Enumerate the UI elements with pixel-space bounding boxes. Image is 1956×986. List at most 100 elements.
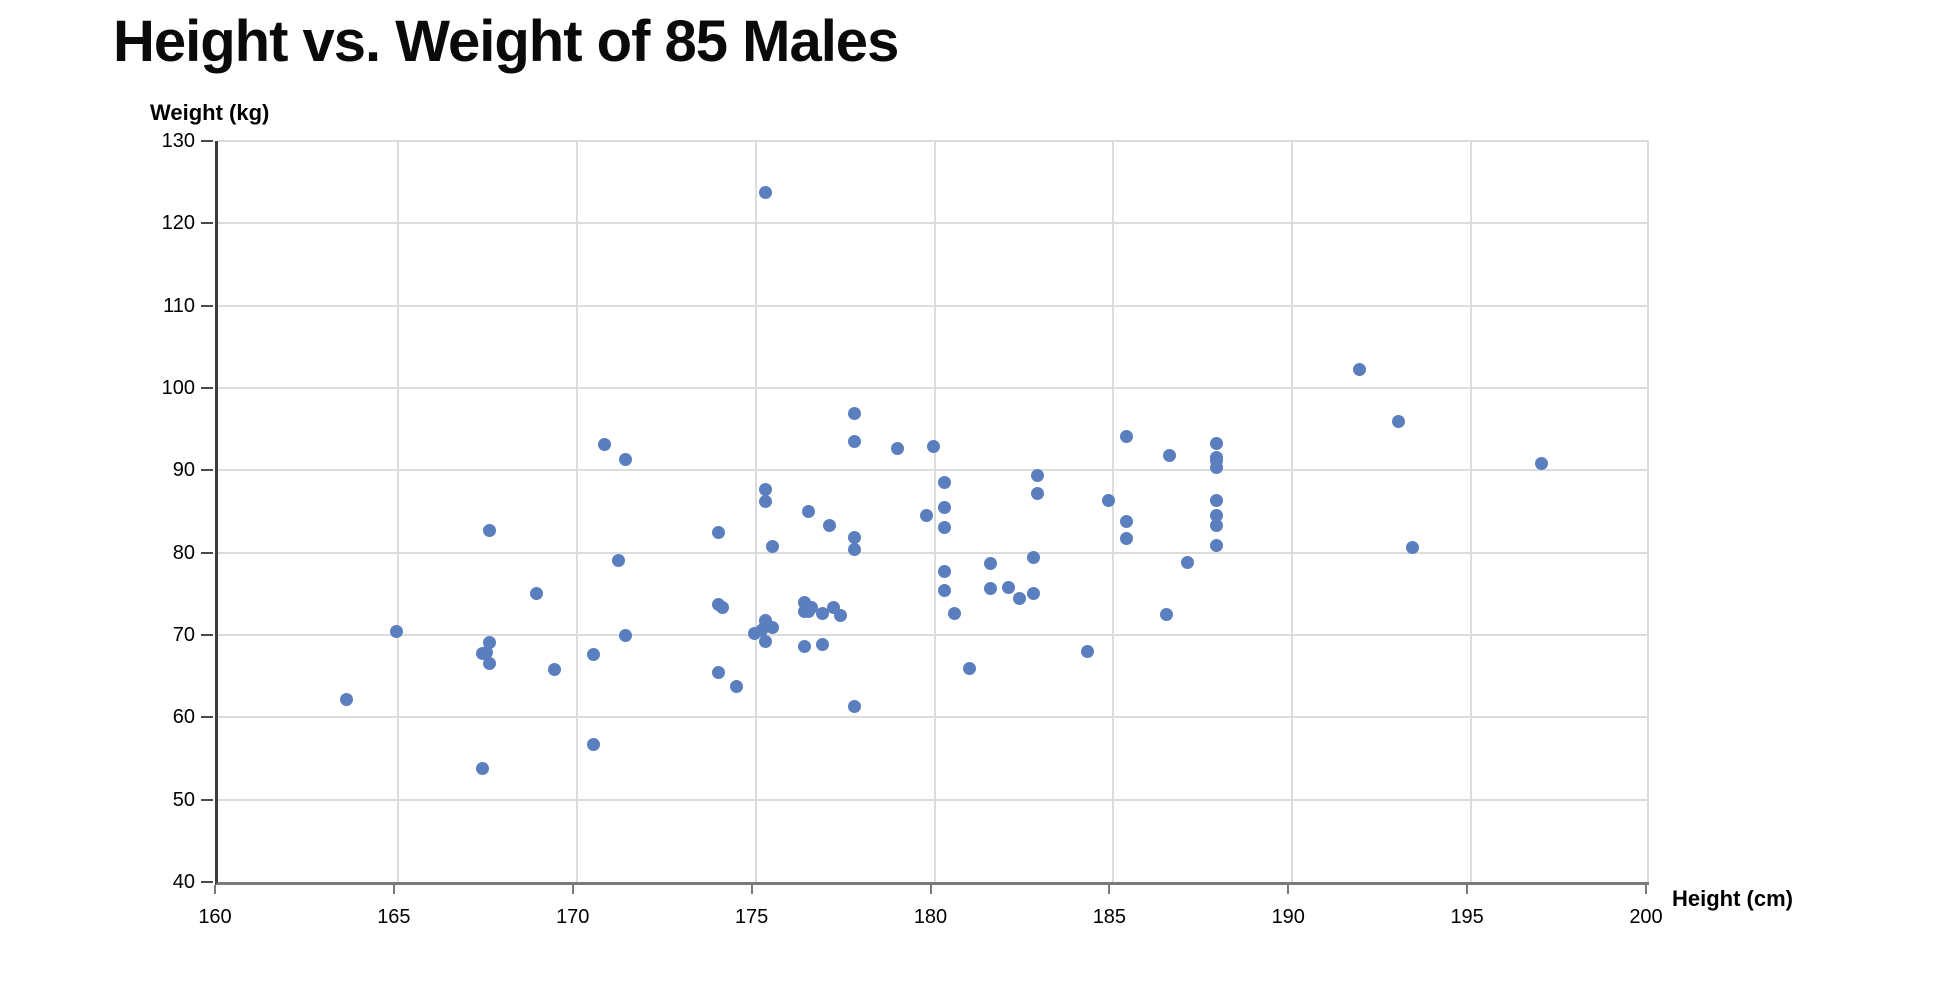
plot-area xyxy=(215,140,1649,885)
x-tick-label: 160 xyxy=(198,906,232,928)
data-point xyxy=(730,679,744,693)
data-point xyxy=(712,665,726,679)
data-point xyxy=(948,607,962,621)
x-tick-label: 200 xyxy=(1629,906,1663,928)
gridline xyxy=(1112,141,1115,882)
data-point xyxy=(340,692,354,706)
data-point xyxy=(937,584,951,598)
y-tick-label: 120 xyxy=(161,212,195,235)
y-tick-label: 40 xyxy=(172,871,195,893)
x-tick-label: 180 xyxy=(913,906,948,928)
data-point xyxy=(758,186,772,200)
data-point xyxy=(612,553,626,567)
gridline xyxy=(1470,141,1473,882)
data-point xyxy=(848,542,862,556)
data-point xyxy=(390,625,404,639)
chart-title: Height vs. Weight of 85 Males xyxy=(113,9,899,74)
y-tick xyxy=(201,551,213,554)
x-tick-label: 195 xyxy=(1450,906,1484,928)
data-point xyxy=(1209,436,1223,450)
data-point xyxy=(1030,468,1044,482)
data-point xyxy=(798,640,812,654)
data-point xyxy=(984,556,998,570)
y-tick xyxy=(201,469,213,472)
y-tick xyxy=(201,222,213,225)
x-tick xyxy=(1466,885,1469,894)
data-point xyxy=(848,700,862,714)
data-point xyxy=(1406,541,1420,555)
gridline xyxy=(933,141,936,882)
gridline xyxy=(396,141,399,882)
data-point xyxy=(1027,587,1041,601)
data-point xyxy=(758,495,772,509)
y-tick-label: 60 xyxy=(172,706,195,729)
data-point xyxy=(1080,644,1094,658)
x-tick-label: 185 xyxy=(1092,906,1127,928)
data-point xyxy=(597,438,611,452)
x-tick-label: 170 xyxy=(556,906,590,928)
data-point xyxy=(1012,592,1026,606)
x-tick xyxy=(1645,885,1647,894)
data-point xyxy=(1163,449,1177,462)
y-tick xyxy=(201,634,213,636)
data-point xyxy=(1209,460,1223,474)
y-tick-label: 50 xyxy=(172,788,195,811)
data-point xyxy=(1209,518,1223,532)
x-tick xyxy=(929,885,932,894)
data-point xyxy=(891,441,905,455)
data-point xyxy=(937,520,951,534)
data-point xyxy=(1002,580,1016,594)
data-point xyxy=(476,761,490,775)
x-tick-label: 190 xyxy=(1271,906,1305,928)
data-point xyxy=(1535,457,1549,471)
data-point xyxy=(715,600,729,614)
data-point xyxy=(805,601,819,615)
y-tick-label: 80 xyxy=(172,541,195,564)
gridline xyxy=(1647,141,1649,882)
y-tick xyxy=(201,140,213,142)
x-tick xyxy=(392,885,395,894)
x-tick xyxy=(571,885,574,894)
data-point xyxy=(587,738,601,751)
gridline xyxy=(575,141,578,882)
data-point xyxy=(1120,514,1134,528)
data-point xyxy=(937,565,951,579)
data-point xyxy=(1030,486,1044,500)
y-tick-label: 130 xyxy=(161,130,195,152)
x-tick-label: 165 xyxy=(377,906,411,928)
x-tick xyxy=(750,885,753,894)
gridline xyxy=(1291,141,1294,882)
y-tick xyxy=(201,716,213,719)
data-point xyxy=(483,657,497,671)
data-point xyxy=(848,407,862,421)
x-tick xyxy=(1108,885,1111,894)
data-point xyxy=(962,662,976,676)
y-tick-label: 70 xyxy=(172,624,195,646)
data-point xyxy=(927,439,940,453)
data-point xyxy=(1102,494,1116,508)
data-point xyxy=(1027,551,1041,565)
data-point xyxy=(1352,362,1366,376)
x-tick-label: 175 xyxy=(734,906,769,928)
data-point xyxy=(1392,415,1406,429)
data-point xyxy=(712,526,726,540)
x-tick xyxy=(1287,885,1290,894)
data-point xyxy=(529,587,543,601)
data-point xyxy=(587,648,601,662)
x-axis-title: Height (cm) xyxy=(1672,886,1793,911)
data-point xyxy=(1159,607,1173,621)
y-tick xyxy=(201,881,213,883)
y-tick-label: 100 xyxy=(161,377,195,399)
y-tick xyxy=(201,387,213,389)
data-point xyxy=(919,509,933,523)
y-tick xyxy=(201,798,213,801)
data-point xyxy=(758,635,772,649)
data-point xyxy=(1181,556,1194,570)
data-point xyxy=(766,539,779,553)
y-tick-label: 90 xyxy=(172,459,195,482)
data-point xyxy=(1209,538,1223,552)
data-point xyxy=(984,582,998,596)
data-point xyxy=(758,482,772,496)
gridline xyxy=(754,141,757,882)
